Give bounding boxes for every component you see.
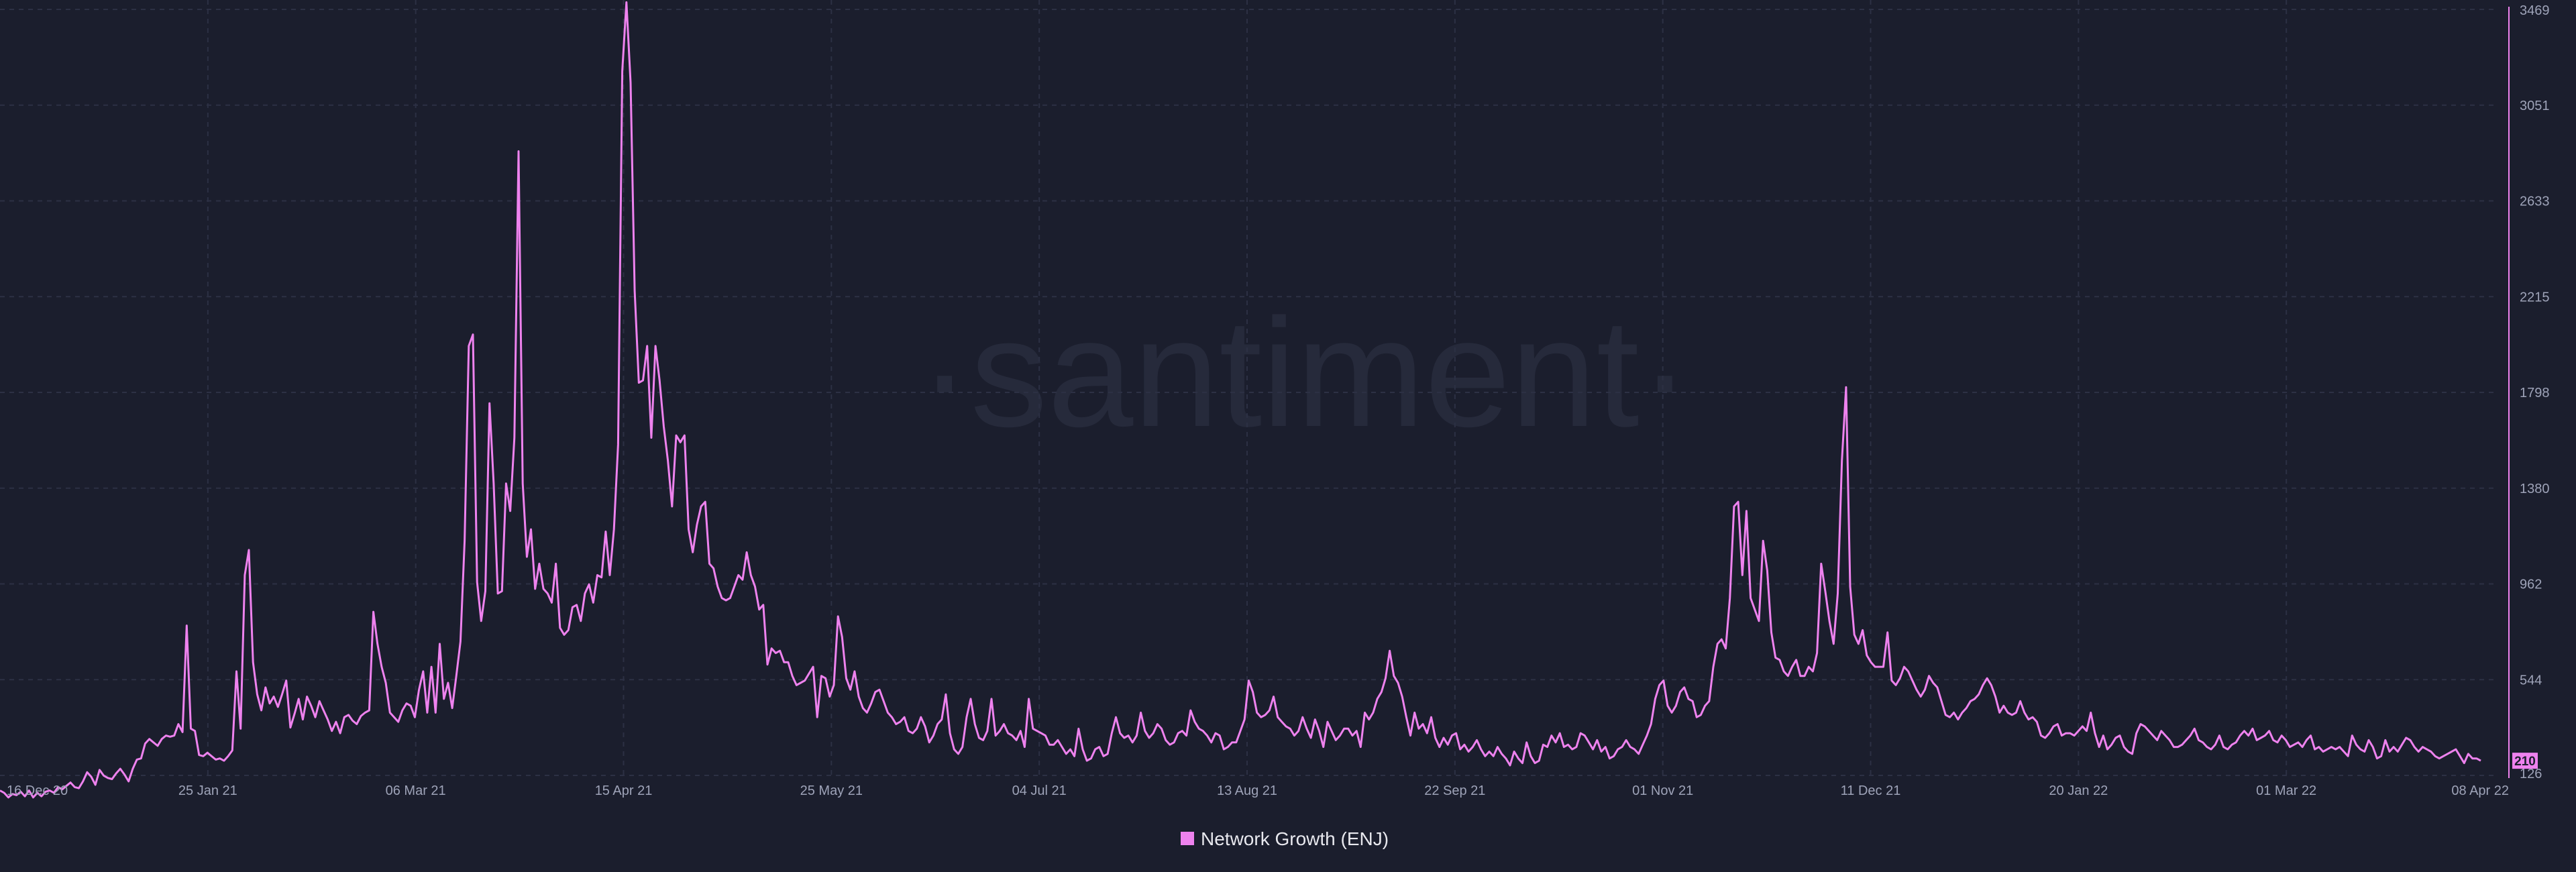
x-tick-label: 01 Mar 22 [2256,783,2316,798]
legend-label: Network Growth (ENJ) [1201,828,1389,849]
series-line-network-growth [0,1,2481,799]
y-axis-ticks: 3469 3051 2633 2215 1798 1380 962 544 126 [2520,3,2550,781]
last-value-badge-bg [2512,753,2538,769]
y-tick-label: 126 [2520,767,2542,781]
x-tick-label: 06 Mar 21 [386,783,446,798]
y-tick-label: 2215 [2520,290,2550,305]
chart-grid [0,0,2494,776]
x-tick-label: 16 Dec 20 [7,783,68,798]
santiment-watermark: ·santiment· [919,286,1690,459]
x-tick-label: 25 May 21 [800,783,863,798]
x-tick-label: 11 Dec 21 [1841,783,1901,798]
x-tick-label: 20 Jan 22 [2049,783,2108,798]
chart-legend[interactable]: Network Growth (ENJ) [1181,828,1389,849]
x-axis-ticks: 16 Dec 20 25 Jan 21 06 Mar 21 15 Apr 21 25 M… [7,783,2509,798]
x-tick-label: 22 Sep 21 [1424,783,1485,798]
x-tick-label: 15 Apr 21 [595,783,653,798]
x-tick-label: 01 Nov 21 [1632,783,1693,798]
x-tick-label: 13 Aug 21 [1217,783,1277,798]
y-tick-label: 1798 [2520,386,2550,400]
last-value-label: 210 [2514,755,2536,769]
series-group [0,1,2481,799]
x-tick-label: 25 Jan 21 [178,783,237,798]
y-tick-label: 3051 [2520,99,2550,113]
legend-swatch [1181,832,1194,845]
x-tick-label: 04 Jul 21 [1012,783,1067,798]
last-value-badge: 210 [2512,753,2538,769]
y-tick-label: 2633 [2520,195,2550,209]
y-tick-label: 544 [2520,673,2542,688]
y-tick-label: 3469 [2520,3,2550,18]
y-tick-label: 962 [2520,578,2542,592]
y-tick-label: 1380 [2520,482,2550,496]
x-tick-label: 08 Apr 22 [2451,783,2509,798]
